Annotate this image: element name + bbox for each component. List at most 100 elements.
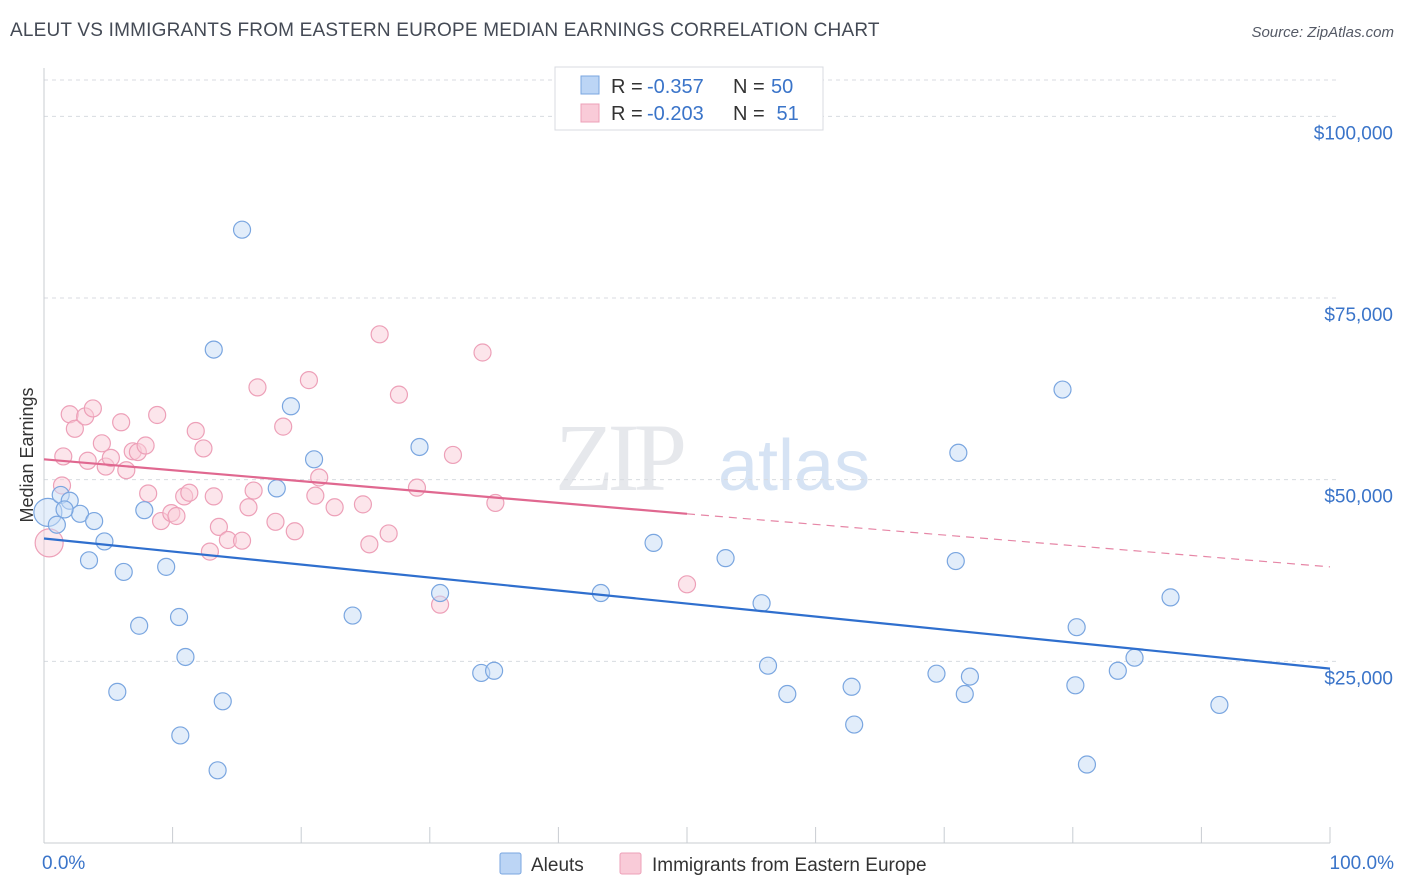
x-tick-label-min: 0.0%: [42, 853, 85, 874]
aleut-point-15: [176, 647, 195, 667]
aleut-point-9: [114, 562, 133, 582]
aleut-point-13: [169, 607, 189, 627]
bottom-legend-swatch-immigrants: [619, 852, 642, 875]
immigrants-point-24: [194, 439, 213, 458]
immigrants-point-22: [180, 483, 199, 502]
immigrants-point-10: [101, 448, 120, 467]
aleut-point-21: [281, 397, 301, 416]
aleut-point-25: [430, 583, 450, 603]
immigrants-point-48: [473, 343, 492, 362]
immigrants-point-35: [285, 522, 304, 541]
legend-r-value-1: -0.357: [647, 76, 704, 98]
y-axis-label: Median Earnings: [17, 387, 37, 522]
aleut-point-44: [1077, 755, 1097, 774]
aleut-point-20: [267, 479, 286, 498]
legend-r-value-2: -0.203: [647, 103, 704, 125]
legend-swatch-immigrants: [580, 103, 600, 123]
trend-line-2: [686, 513, 1331, 568]
y-tick-label-1: $50,000: [1324, 487, 1393, 508]
immigrants-point-47: [443, 445, 463, 465]
immigrants-point-11: [112, 413, 131, 432]
watermark-zip: ZIP: [555, 404, 684, 511]
y-tick-labels: $25,000 $50,000 $75,000 $100,000: [1314, 123, 1393, 689]
legend-swatch-aleuts: [580, 75, 600, 95]
immigrants-point-50: [677, 575, 697, 594]
aleut-point-46: [1125, 648, 1144, 667]
immigrants-point-8: [92, 434, 111, 453]
series-aleuts-points: [33, 220, 1229, 780]
immigrants-point-12: [117, 461, 136, 480]
immigrants-point-36: [299, 371, 319, 390]
y-tick-label-2: $75,000: [1324, 305, 1393, 326]
immigrants-point-43: [379, 524, 398, 543]
bottom-legend-label-aleuts: Aleuts: [531, 855, 584, 876]
aleut-point-27: [485, 661, 504, 680]
aleut-point-14: [171, 726, 190, 745]
trend-line-0: [43, 537, 1331, 670]
immigrants-point-30: [239, 498, 258, 517]
aleut-point-28: [591, 583, 610, 603]
legend-n-value-1: 50: [771, 76, 793, 98]
aleut-point-12: [157, 557, 176, 576]
aleut-point-48: [1210, 695, 1229, 715]
immigrants-point-29: [232, 531, 252, 550]
aleut-point-36: [927, 664, 946, 683]
trend-lines: [43, 458, 1331, 670]
bottom-legend-swatch-aleuts: [499, 852, 522, 875]
aleut-point-1: [47, 515, 66, 534]
immigrants-point-17: [148, 405, 167, 425]
immigrants-point-40: [353, 495, 373, 514]
y-tick-label-0: $25,000: [1324, 668, 1393, 689]
source-credit: Source: ZipAtlas.com: [1251, 24, 1394, 41]
legend-n-label-2: N =: [733, 103, 765, 125]
aleut-point-31: [752, 594, 771, 613]
immigrants-point-41: [360, 535, 379, 554]
aleut-point-38: [949, 443, 968, 462]
aleut-point-8: [108, 682, 127, 701]
aleut-point-34: [842, 677, 861, 696]
stats-legend: R = -0.357 N = 50 R = -0.203 N = 51: [554, 66, 824, 131]
immigrants-point-33: [266, 512, 285, 531]
aleut-point-30: [716, 549, 735, 568]
aleut-point-39: [955, 684, 974, 704]
immigrants-point-37: [306, 486, 325, 505]
series-legend: Aleuts Immigrants from Eastern Europe: [499, 852, 927, 876]
immigrants-point-32: [248, 378, 267, 397]
chart-title: ALEUT VS IMMIGRANTS FROM EASTERN EUROPE …: [10, 20, 880, 41]
immigrants-point-4: [65, 419, 84, 438]
y-tick-label-3: $100,000: [1314, 123, 1393, 144]
aleut-point-43: [1067, 618, 1086, 637]
immigrants-point-26: [204, 487, 223, 506]
aleut-point-35: [845, 715, 864, 734]
aleut-point-7: [95, 532, 114, 551]
immigrants-point-39: [325, 498, 344, 517]
immigrants-point-25: [200, 542, 219, 561]
axes: [43, 68, 1331, 844]
aleut-point-16: [208, 761, 227, 780]
bottom-legend-label-immigrants: Immigrants from Eastern Europe: [652, 855, 927, 876]
x-tick-label-max: 100.0%: [1330, 853, 1395, 874]
gridlines: [44, 79, 1336, 662]
aleut-point-17: [213, 692, 232, 711]
immigrants-point-16: [139, 484, 158, 503]
aleut-point-41: [1053, 380, 1072, 399]
aleut-point-10: [130, 616, 149, 635]
watermark-atlas: atlas: [718, 426, 870, 506]
immigrants-point-6: [78, 451, 97, 470]
aleut-point-19: [232, 220, 252, 239]
aleut-point-11: [135, 501, 154, 520]
series-immigrants-points: [34, 325, 697, 614]
aleut-point-18: [204, 340, 223, 359]
aleut-point-23: [343, 606, 362, 625]
aleut-point-5: [79, 551, 99, 570]
trend-line-1: [43, 458, 688, 515]
immigrants-point-31: [244, 481, 263, 500]
aleut-point-33: [778, 684, 797, 704]
aleut-point-22: [304, 450, 324, 469]
immigrants-point-45: [407, 478, 427, 497]
legend-n-label-1: N =: [733, 76, 765, 98]
aleut-point-40: [960, 667, 980, 686]
aleut-point-32: [758, 656, 778, 675]
aleut-point-24: [410, 437, 429, 457]
